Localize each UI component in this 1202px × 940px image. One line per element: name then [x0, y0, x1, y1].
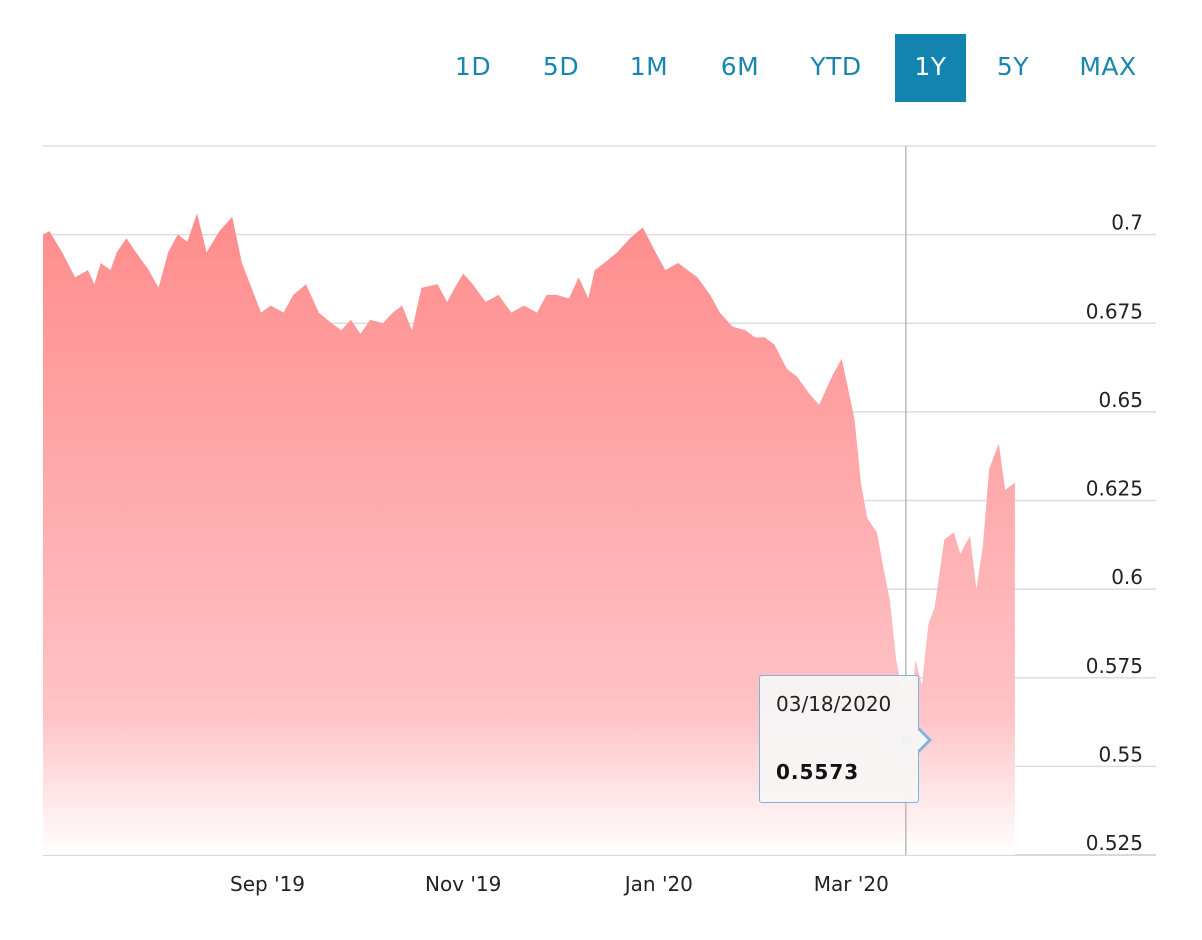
y-tick-label: 0.55 — [1098, 742, 1143, 766]
range-button-5d[interactable]: 5D — [542, 52, 580, 81]
range-button-1d[interactable]: 1D — [454, 52, 492, 81]
x-tick-label: Jan '20 — [623, 872, 693, 896]
tooltip-value: 0.5573 — [776, 760, 860, 784]
range-selector: 1D 5D 1M 6M YTD 1Y 5Y MAX — [430, 34, 1160, 102]
y-axis: 0.525 0.55 0.575 0.6 0.625 0.65 0.675 0.7 — [1086, 211, 1143, 855]
y-tick-label: 0.7 — [1111, 211, 1143, 235]
y-tick-label: 0.6 — [1111, 565, 1143, 589]
tooltip-arrow-fill — [916, 728, 928, 752]
y-tick-label: 0.575 — [1086, 654, 1143, 678]
range-button-max[interactable]: MAX — [1079, 52, 1137, 81]
x-axis: Sep '19 Nov '19 Jan '20 Mar '20 — [230, 872, 889, 896]
y-tick-label: 0.625 — [1086, 477, 1143, 501]
y-tick-label: 0.525 — [1086, 831, 1143, 855]
range-button-1y[interactable]: 1Y — [895, 34, 966, 102]
x-tick-label: Nov '19 — [425, 872, 501, 896]
tooltip: 03/18/2020 0.5573 — [759, 675, 919, 803]
tooltip-date: 03/18/2020 — [776, 692, 892, 716]
y-tick-label: 0.65 — [1098, 388, 1143, 412]
x-tick-label: Sep '19 — [230, 872, 305, 896]
x-tick-label: Mar '20 — [814, 872, 889, 896]
y-tick-label: 0.675 — [1086, 299, 1143, 323]
range-button-6m[interactable]: 6M — [720, 52, 760, 81]
range-button-5y[interactable]: 5Y — [996, 52, 1030, 81]
range-button-ytd[interactable]: YTD — [810, 52, 862, 81]
range-button-1m[interactable]: 1M — [629, 52, 669, 81]
